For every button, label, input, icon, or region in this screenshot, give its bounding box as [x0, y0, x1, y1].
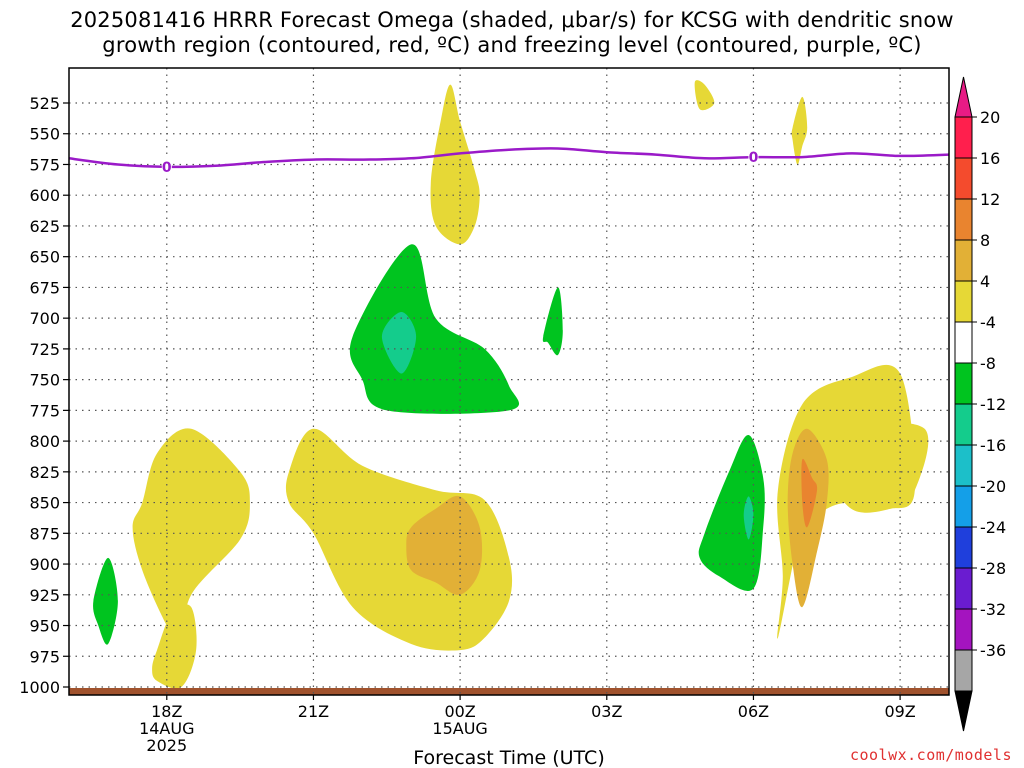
omega-region-12 — [381, 312, 417, 374]
colorbar-label-1: 16 — [980, 149, 1000, 168]
x-tick-label-18Z-2: 2025 — [146, 736, 187, 755]
colorbar: 20 16 12 8 4 -4 -8 -12 -16 -20 -24 -28 -32 -36 — [954, 76, 1006, 732]
colorbar-swatch-0 — [954, 116, 973, 159]
colorbar-bottom-arrow — [954, 690, 973, 732]
colorbar-label-9: -20 — [980, 477, 1006, 496]
colorbar-label-4: 4 — [980, 272, 990, 291]
freezing-level-label-bg-0 — [161, 158, 172, 175]
omega-region-4 — [430, 84, 480, 245]
y-tick-label-575: 575 — [29, 155, 60, 174]
colorbar-swatch-10 — [954, 526, 973, 569]
freezing-level-contour: 00 — [68, 147, 950, 176]
x-tick-label-09Z-0: 09Z — [884, 702, 915, 721]
y-tick-label-650: 650 — [29, 248, 60, 267]
colorbar-label-5: -4 — [980, 313, 996, 332]
colorbar-swatch-7 — [954, 403, 973, 446]
y-tick-label-1000: 1000 — [19, 678, 60, 697]
x-tick-label-18Z-0: 18Z — [151, 702, 182, 721]
colorbar-label-8: -16 — [980, 436, 1006, 455]
colorbar-label-11: -28 — [980, 559, 1006, 578]
colorbar-top-arrow — [954, 76, 973, 118]
omega-region-6 — [791, 96, 808, 165]
y-tick-label-825: 825 — [29, 463, 60, 482]
y-tick-label-525: 525 — [29, 94, 60, 113]
omega-region-11 — [349, 244, 520, 414]
colorbar-swatch-5 — [954, 321, 973, 364]
omega-shading — [93, 80, 929, 689]
chart-title: 2025081416 HRRR Forecast Omega (shaded, … — [0, 8, 1024, 58]
colorbar-label-13: -36 — [980, 641, 1006, 660]
omega-region-15 — [743, 496, 754, 540]
y-tick-label-775: 775 — [29, 401, 60, 420]
plot-frame — [68, 67, 950, 696]
colorbar-swatch-2 — [954, 198, 973, 241]
colorbar-swatch-4 — [954, 280, 973, 323]
colorbar-label-7: -12 — [980, 395, 1006, 414]
y-tick-label-675: 675 — [29, 278, 60, 297]
title-line-1: 2025081416 HRRR Forecast Omega (shaded, … — [70, 8, 954, 32]
y-tick-label-875: 875 — [29, 524, 60, 543]
colorbar-swatch-8 — [954, 444, 973, 487]
x-tick-label-18Z-1: 14AUG — [139, 719, 194, 738]
y-tick-label-750: 750 — [29, 371, 60, 390]
y-tick-label-700: 700 — [29, 309, 60, 328]
grid-lines — [69, 68, 949, 695]
freezing-level-label-0: 0 — [162, 160, 172, 176]
y-tick-label-725: 725 — [29, 340, 60, 359]
y-tick-label-550: 550 — [29, 125, 60, 144]
x-tick-label-21Z-0: 21Z — [298, 702, 329, 721]
y-tick-label-900: 900 — [29, 555, 60, 574]
colorbar-swatch-13 — [954, 649, 973, 692]
freezing-level-label-1: 0 — [749, 150, 759, 166]
x-axis-label: Forecast Time (UTC) — [413, 747, 604, 768]
omega-region-10 — [801, 458, 818, 528]
x-tick-label-00Z-1: 15AUG — [432, 719, 487, 738]
y-axis: 525 550 575 600 625 650 675 700 725 750 775 800 825 8… — [19, 94, 69, 697]
colorbar-label-6: -8 — [980, 354, 996, 373]
y-tick-label-975: 975 — [29, 647, 60, 666]
y-tick-label-800: 800 — [29, 432, 60, 451]
y-tick-label-600: 600 — [29, 186, 60, 205]
omega-region-3 — [406, 495, 483, 596]
x-tick-label-03Z-0: 03Z — [591, 702, 622, 721]
omega-region-14 — [698, 434, 765, 591]
colorbar-label-2: 12 — [980, 190, 1000, 209]
x-tick-label-06Z-0: 06Z — [738, 702, 769, 721]
colorbar-label-3: 8 — [980, 231, 990, 250]
omega-region-5 — [694, 80, 715, 111]
colorbar-label-10: -24 — [980, 518, 1006, 537]
omega-region-13 — [542, 287, 563, 356]
x-tick-label-00Z-0: 00Z — [444, 702, 475, 721]
omega-region-8 — [826, 422, 929, 513]
colorbar-swatch-3 — [954, 239, 973, 282]
omega-region-2 — [285, 428, 513, 651]
y-tick-label-625: 625 — [29, 217, 60, 236]
freezing-level-line — [68, 147, 950, 169]
freezing-level-label-bg-1 — [748, 149, 759, 166]
y-tick-label-925: 925 — [29, 586, 60, 605]
colorbar-swatch-9 — [954, 485, 973, 528]
colorbar-swatch-1 — [954, 157, 973, 200]
y-tick-label-950: 950 — [29, 617, 60, 636]
surface-ground — [69, 688, 949, 695]
title-line-2: growth region (contoured, red, ºC) and f… — [102, 33, 922, 57]
colorbar-label-12: -32 — [980, 600, 1006, 619]
colorbar-swatch-11 — [954, 567, 973, 610]
omega-region-1 — [152, 604, 197, 689]
credit-text: coolwx.com/models — [849, 746, 1012, 764]
omega-region-0 — [132, 428, 250, 646]
colorbar-swatch-12 — [954, 608, 973, 651]
omega-region-16 — [93, 557, 118, 645]
colorbar-swatch-6 — [954, 362, 973, 405]
y-tick-label-850: 850 — [29, 494, 60, 513]
colorbar-label-0: 20 — [980, 108, 1000, 127]
